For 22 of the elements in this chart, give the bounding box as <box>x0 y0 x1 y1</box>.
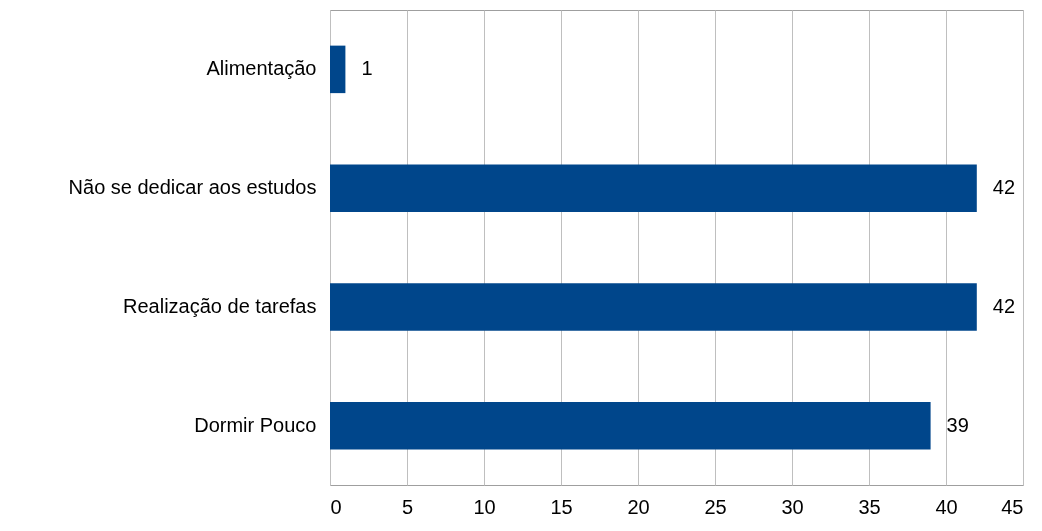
x-tick-label: 15 <box>550 495 573 518</box>
data-label: 42 <box>992 294 1016 317</box>
bar <box>330 401 931 450</box>
x-tick-label: 20 <box>627 495 650 518</box>
y-tick-label: Dormir Pouco <box>194 413 317 436</box>
data-label: 39 <box>946 413 969 436</box>
x-tick-label: 10 <box>473 495 496 518</box>
x-tick-label: 25 <box>704 495 727 518</box>
y-tick-label: Realização de tarefas <box>123 294 317 317</box>
x-tick-label: 0 <box>330 495 342 518</box>
x-tick-label: 30 <box>781 495 804 518</box>
data-label: 42 <box>992 176 1016 199</box>
y-tick-label: Alimentação <box>206 57 317 80</box>
bar <box>330 283 977 331</box>
x-tick-label: 45 <box>1001 495 1024 518</box>
data-label: 1 <box>361 57 373 80</box>
bar <box>330 45 346 94</box>
y-tick-label: Não se dedicar aos estudos <box>68 176 317 199</box>
x-tick-label: 35 <box>858 495 881 518</box>
x-tick-label: 5 <box>401 495 414 518</box>
bar <box>330 164 977 212</box>
x-tick-label: 40 <box>935 495 958 518</box>
